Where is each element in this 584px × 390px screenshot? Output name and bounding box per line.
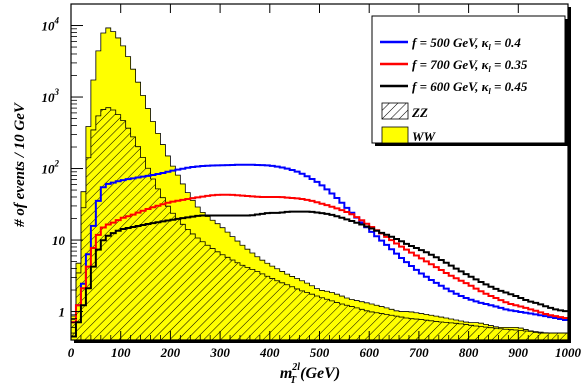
y-tick-label: 10: [52, 233, 66, 248]
y-tick-label: 103: [42, 87, 60, 105]
x-tick-label: 600: [359, 345, 379, 360]
axis-layer: 0 100 200 300 400 500 600 700 800 900 1000 1 10 102 10…: [42, 3, 582, 360]
x-tick-label: 300: [209, 345, 230, 360]
x-tick-label: 0: [68, 345, 75, 360]
y-tick-label: 1: [59, 305, 66, 320]
legend-hatch-swatch: [381, 102, 409, 120]
x-tick-label: 200: [160, 345, 181, 360]
series-layer: [71, 27, 568, 340]
series-zz-histogram: [71, 107, 568, 340]
series-line-4: [71, 210, 568, 338]
y-axis-label: # of events / 10 GeV: [12, 101, 28, 228]
x-tick-label: 400: [259, 345, 280, 360]
legend-box: [371, 15, 566, 144]
x-tick-label: 700: [409, 345, 429, 360]
x-tick-label: 900: [509, 345, 529, 360]
legend-label: ZZ: [411, 105, 428, 120]
series-line-3: [71, 193, 568, 324]
x-tick-label: 100: [111, 345, 131, 360]
legend-label: f = 600 GeV, κl = 0.45: [412, 79, 528, 96]
y-tick-label: 102: [42, 159, 60, 177]
series-line-2: [71, 163, 568, 324]
x-tick-label: 800: [459, 345, 479, 360]
legend-fill-swatch: [381, 126, 409, 144]
x-tick-label: 1000: [555, 345, 582, 360]
legend-label: f = 500 GeV, κl = 0.4: [412, 35, 521, 52]
legend-label: f = 700 GeV, κl = 0.35: [412, 57, 528, 74]
legend-label: WW: [412, 129, 437, 144]
x-tick-label: 500: [310, 345, 330, 360]
y-tick-label: 104: [42, 16, 60, 34]
x-axis-label: m2l T (GeV): [280, 362, 340, 386]
legend: f = 500 GeV, κl = 0.4 f = 700 GeV, κl = 0…: [371, 15, 568, 146]
